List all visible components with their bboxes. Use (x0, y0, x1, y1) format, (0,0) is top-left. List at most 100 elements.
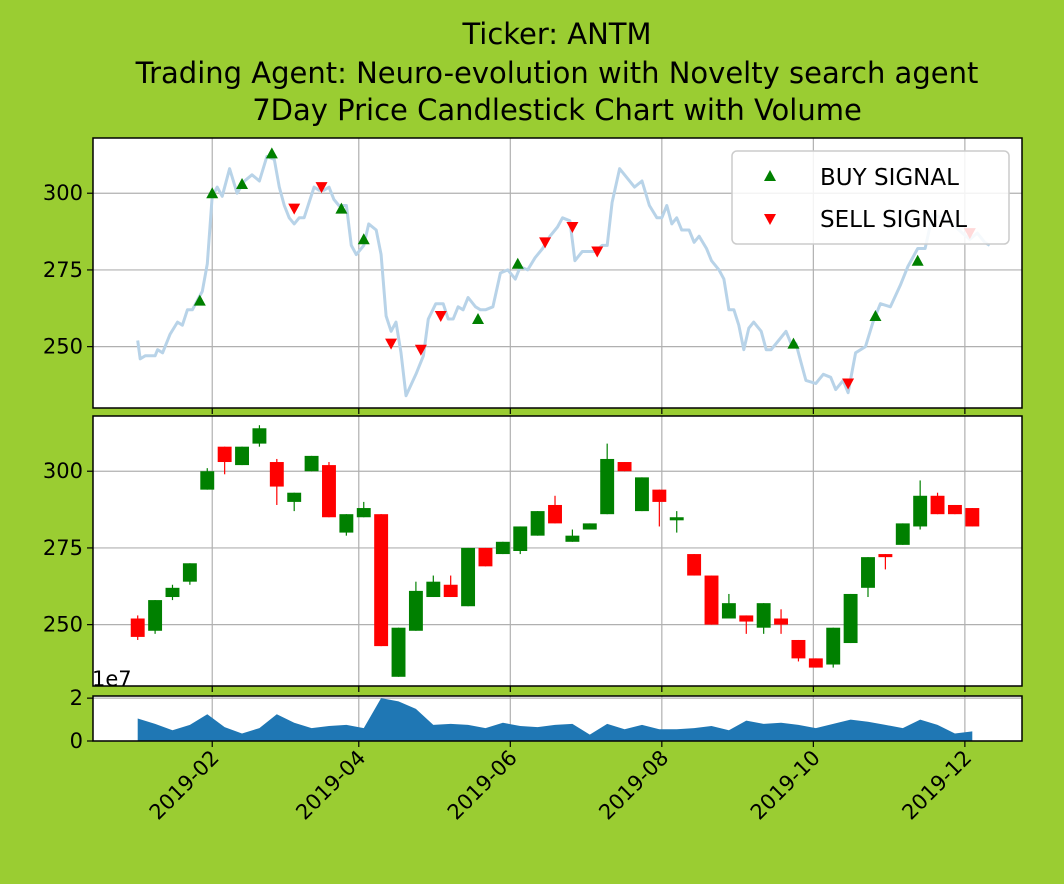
candle-body (965, 508, 980, 527)
x-tick-label: 2019-02 (145, 746, 224, 825)
candle-body (826, 627, 841, 665)
candle-body (530, 511, 545, 536)
signal-layer (193, 147, 976, 390)
sell-signal-marker (539, 237, 552, 249)
legend: BUY SIGNAL SELL SIGNAL (731, 150, 1010, 245)
candle-body (148, 600, 163, 631)
candle-body (582, 523, 597, 530)
x-tick-label: 2019-08 (594, 746, 673, 825)
candle-body (930, 495, 945, 515)
candle-body (843, 593, 858, 644)
buy-signal-marker (472, 313, 485, 325)
sell-signal-marker (566, 221, 579, 233)
candle-body (165, 587, 180, 598)
candle-body (391, 627, 406, 677)
title-line-2: Trading Agent: Neuro-evolution with Nove… (135, 56, 979, 90)
buy-signal-marker (206, 187, 219, 199)
y-tick-label: 250 (43, 335, 83, 359)
candle-body (600, 458, 615, 515)
volume-layer (137, 698, 973, 741)
candle-body (356, 508, 371, 518)
candle-body (235, 446, 249, 466)
candle-body (374, 514, 389, 647)
candle-body (617, 462, 632, 472)
x-tick-label: 2019-04 (291, 746, 370, 825)
sell-signal-marker (842, 378, 855, 390)
title-line-3: 7Day Price Candlestick Chart with Volume (252, 93, 862, 127)
candle-body (269, 462, 284, 487)
candle-body (426, 581, 441, 598)
candle-body (478, 547, 493, 567)
buy-signal-marker (787, 337, 800, 349)
y-tick-label: 300 (43, 459, 83, 483)
candle-body (182, 563, 197, 582)
candle-body (704, 575, 719, 625)
candle-body (287, 492, 302, 502)
candle-body (252, 428, 267, 444)
buy-signal-marker (911, 254, 924, 266)
candle-body (513, 526, 528, 551)
y-tick-label: 275 (43, 536, 83, 560)
price-line-layer (136, 154, 991, 398)
candle-body (791, 639, 806, 659)
sell-signal-marker (385, 338, 398, 350)
candle-body (878, 554, 893, 558)
volume-y-tick-label: 2 (70, 686, 83, 710)
price-line (136, 154, 991, 398)
candle-body (200, 471, 215, 490)
candle-body (913, 495, 928, 527)
candle-body (130, 618, 145, 637)
candle-layer (130, 425, 980, 677)
candle-body (461, 547, 476, 607)
buy-signal-marker (193, 294, 206, 306)
volume-exponent-label: 1e7 (92, 667, 132, 691)
candle-body (548, 504, 562, 524)
candle-body (634, 477, 649, 512)
legend-box (731, 150, 1010, 245)
buy-signal-marker (236, 178, 249, 190)
candle-body (895, 523, 910, 545)
candle-body (443, 584, 458, 598)
sell-signal-marker (414, 344, 427, 356)
candle-body (408, 590, 423, 631)
title-line-1: Ticker: ANTM (461, 17, 651, 51)
candle-body (721, 603, 736, 619)
candle-body (774, 618, 789, 625)
sell-signal-marker (288, 203, 301, 215)
legend-sell-label: SELL SIGNAL (820, 207, 967, 233)
candle-body (808, 658, 823, 668)
candlestick-panel (93, 416, 1022, 686)
price-line-frame (92, 137, 1023, 409)
volume-y-tick-label: 0 (70, 729, 83, 753)
candle-body (739, 615, 754, 622)
candle-body (565, 535, 580, 542)
buy-signal-marker (869, 309, 882, 321)
buy-signal-marker (511, 257, 524, 269)
buy-signal-marker (265, 147, 278, 159)
legend-buy-marker (764, 170, 776, 181)
y-tick-label: 300 (43, 181, 83, 205)
volume-frame (92, 695, 1023, 742)
legend-sell-marker (764, 214, 776, 225)
candle-body (861, 557, 875, 588)
volume-area (137, 698, 973, 741)
candle-body (304, 455, 319, 472)
candlestick-frame (92, 415, 1023, 687)
candle-body (687, 554, 702, 576)
y-tick-label: 250 (43, 613, 83, 637)
candle-body (322, 465, 336, 518)
buy-signal-marker (335, 202, 348, 214)
sell-signal-marker (591, 246, 604, 258)
candle-body (339, 514, 354, 533)
x-tick-label: 2019-12 (897, 746, 976, 825)
candle-body (217, 446, 232, 463)
candle-body (652, 489, 667, 502)
candle-body (947, 504, 962, 515)
sell-signal-marker (315, 182, 328, 194)
buy-signal-marker (357, 233, 370, 245)
candle-body (495, 541, 510, 555)
sell-signal-marker (434, 310, 447, 322)
y-tick-label: 275 (43, 258, 83, 282)
x-tick-label: 2019-10 (746, 746, 825, 825)
